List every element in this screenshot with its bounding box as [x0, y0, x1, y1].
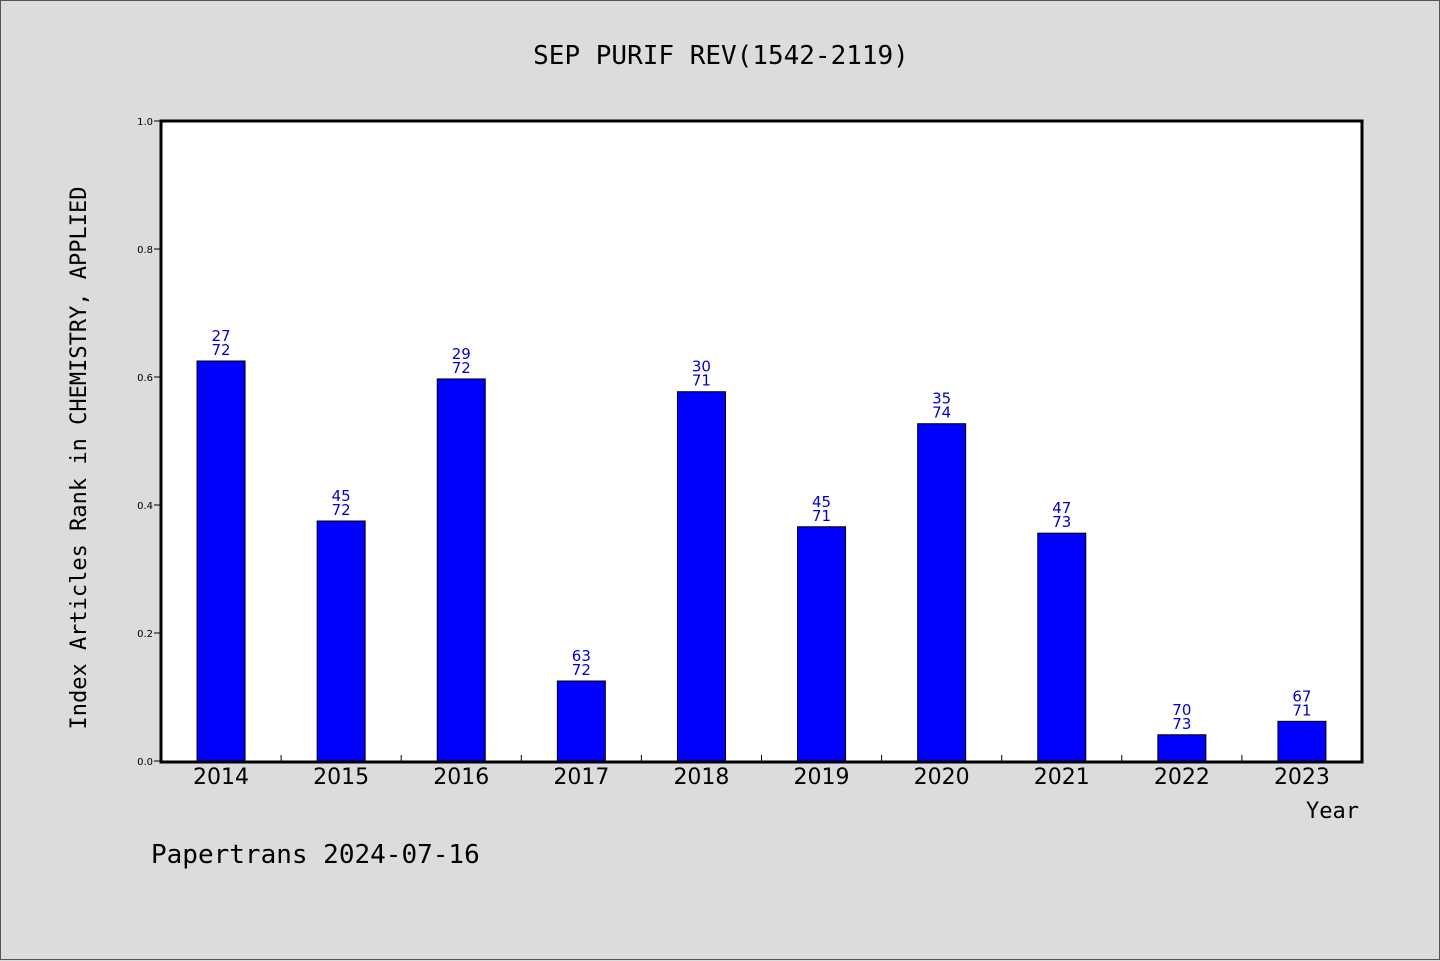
bar — [917, 423, 967, 762]
x-tick-label: 2023 — [1274, 765, 1330, 790]
bar-label-rank: 70 — [1172, 701, 1191, 719]
bar-label-total: 71 — [1292, 701, 1311, 719]
x-axis: 2014 2015 2016 2017 2018 2019 2020 2021 2022 2023 — [193, 755, 1330, 790]
x-tick-label: 2021 — [1034, 765, 1090, 790]
bar-label-total: 72 — [572, 661, 591, 679]
bar — [1037, 532, 1087, 762]
x-tick-label: 2018 — [673, 765, 729, 790]
x-tick-label: 2015 — [313, 765, 369, 790]
x-tick-label: 2019 — [794, 765, 850, 790]
bar — [676, 391, 726, 762]
y-tick-label: 0.2 — [137, 629, 153, 640]
bar — [797, 526, 847, 762]
bar — [556, 680, 606, 762]
y-axis-label: Index Articles Rank in CHEMISTRY, APPLIE… — [67, 186, 92, 729]
y-tick-label: 0.0 — [137, 757, 153, 768]
x-axis-label: Year — [1306, 799, 1359, 824]
bar-label-rank: 27 — [212, 327, 231, 345]
bar-label-rank: 67 — [1292, 687, 1311, 705]
bar-label-total: 74 — [932, 404, 951, 422]
bar-label-total: 72 — [332, 501, 351, 519]
bar-label-rank: 35 — [932, 390, 951, 408]
bar-label-total: 73 — [1172, 715, 1191, 733]
y-tick-label: 0.4 — [137, 501, 153, 512]
bar — [1277, 720, 1327, 762]
x-tick-label: 2020 — [914, 765, 970, 790]
bar-label-rank: 63 — [572, 647, 591, 665]
x-tick-label: 2022 — [1154, 765, 1210, 790]
bar-label-rank: 29 — [452, 345, 471, 363]
chart-title: SEP PURIF REV(1542-2119) — [533, 41, 909, 71]
bar — [196, 360, 246, 762]
y-tick-label: 0.6 — [137, 373, 153, 384]
x-tick-label: 2014 — [193, 765, 249, 790]
bar-label-total: 71 — [812, 507, 831, 525]
bar-label-rank: 45 — [332, 487, 351, 505]
footer-credit: Papertrans 2024-07-16 — [151, 840, 480, 870]
bar-label-total: 72 — [452, 359, 471, 377]
bar-label-total: 72 — [212, 341, 231, 359]
bar-label-total: 73 — [1052, 513, 1071, 531]
bar — [1157, 734, 1207, 762]
y-tick-label: 0.8 — [137, 245, 153, 256]
bar-label-rank: 47 — [1052, 499, 1071, 517]
bar — [316, 520, 366, 762]
bar-label-total: 71 — [692, 372, 711, 390]
y-axis: 0.0 0.2 0.4 0.6 0.8 1.0 — [137, 117, 161, 768]
x-tick-label: 2017 — [553, 765, 609, 790]
bar — [436, 378, 486, 762]
bar-label-rank: 45 — [812, 493, 831, 511]
bar-label-rank: 30 — [692, 358, 711, 376]
y-tick-label: 1.0 — [137, 117, 153, 128]
x-tick-label: 2016 — [433, 765, 489, 790]
